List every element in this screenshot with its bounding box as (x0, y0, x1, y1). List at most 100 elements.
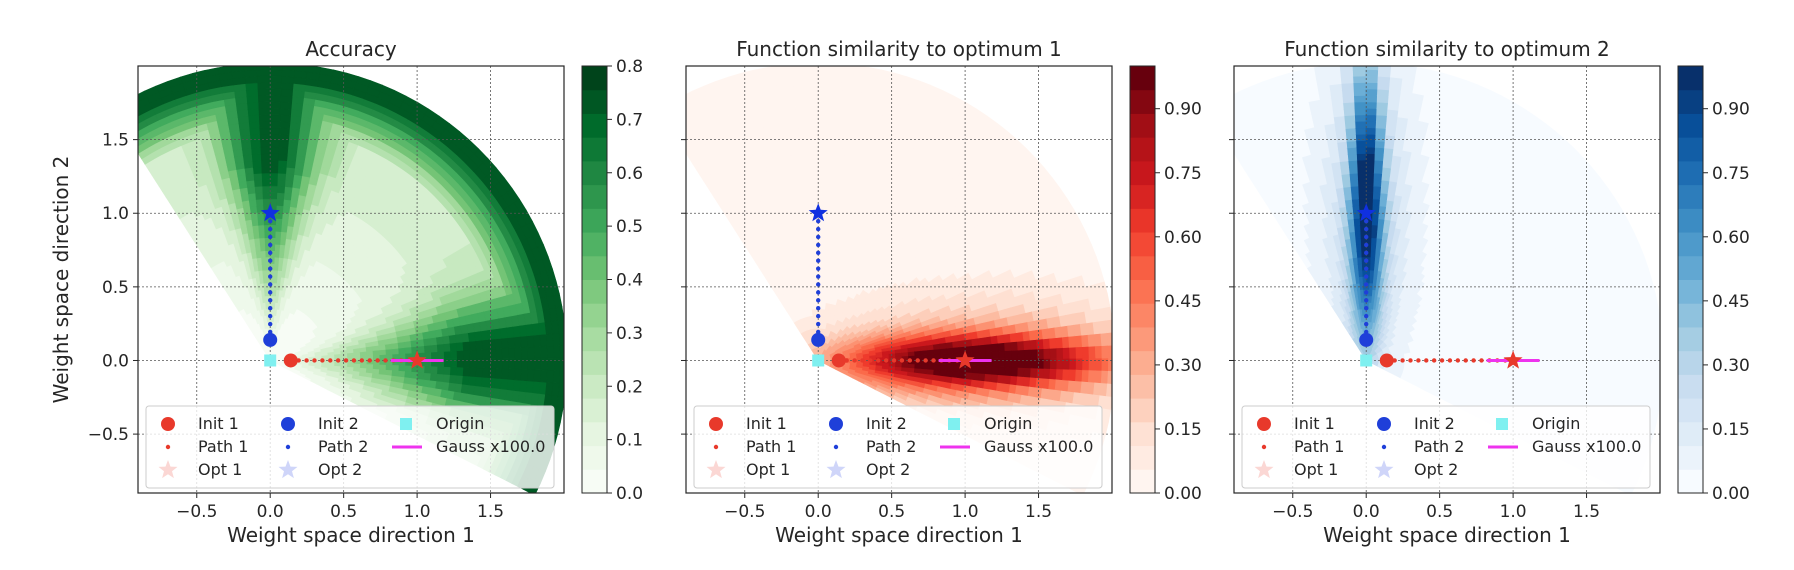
contour-cell (907, 363, 916, 369)
legend-frame (145, 405, 555, 489)
contour-cell (258, 237, 266, 245)
contour-cell (277, 172, 287, 181)
contour-cell (794, 186, 804, 195)
contour-cell (946, 364, 954, 372)
contour-cell (269, 192, 278, 200)
contour-cell (404, 364, 413, 372)
contour-cell (822, 237, 829, 245)
chart-title: Accuracy (305, 37, 396, 61)
contour-cell (138, 119, 149, 132)
contour-cell (435, 335, 444, 345)
contour-cell (933, 348, 941, 355)
contour-cell (278, 140, 289, 149)
contour-cell (272, 289, 277, 297)
contour-cell (280, 82, 294, 91)
contour-cell (821, 269, 827, 278)
contour-cell (495, 348, 503, 359)
path1-point (304, 358, 309, 363)
colorbar-band (582, 326, 607, 352)
contour-cell (245, 95, 259, 104)
contour-cell (1029, 339, 1038, 350)
contour-cell (268, 101, 281, 109)
contour-cell (391, 369, 400, 377)
contour-cell (248, 121, 260, 130)
contour-cell (559, 344, 564, 359)
contour-cell (527, 346, 536, 359)
contour-cell (268, 82, 282, 90)
colorbar-band (582, 350, 607, 375)
contour-cell (365, 367, 374, 374)
contour-cell (481, 339, 490, 350)
contour-cell (533, 346, 542, 359)
contour-cell (274, 230, 282, 239)
contour-cell (254, 192, 263, 200)
contour-cell (825, 153, 836, 162)
contour-cell (809, 192, 818, 200)
contour-cell (817, 159, 827, 168)
contour-cell (1017, 349, 1025, 360)
contour-cell (824, 198, 832, 207)
contour-cell (1003, 374, 1012, 385)
contour-cell (269, 172, 278, 180)
contour-cell (803, 205, 812, 213)
contour-cell (809, 172, 818, 180)
contour-cell (260, 166, 270, 174)
contour-cell (985, 366, 993, 375)
contour-cell (965, 345, 974, 354)
contour-cell (261, 192, 270, 200)
path2-point (268, 321, 273, 327)
contour-cell (972, 365, 980, 374)
path2-point (268, 250, 273, 256)
contour-cell (1030, 348, 1038, 360)
contour-cell (965, 371, 973, 380)
contour-cell (269, 153, 279, 161)
contour-cell (277, 166, 287, 174)
contour-cell (997, 342, 1006, 352)
y-tick-label: 1.5 (102, 131, 129, 151)
contour-cell (268, 114, 281, 122)
contour-cell (802, 185, 811, 194)
contour-cell (284, 173, 295, 182)
contour-cell (971, 344, 980, 353)
path2-point (268, 298, 273, 303)
contour-cell (805, 218, 813, 226)
panel-1: −0.5 0.0 0.5 1.0 1.5−0.50.00.51.01.5Accuracy… (49, 37, 643, 547)
contour-cell (796, 199, 805, 208)
contour-cell (138, 107, 143, 117)
contour-cell (482, 367, 490, 379)
path2-point (268, 306, 273, 311)
contour-cell (508, 358, 516, 370)
contour-cell (807, 146, 818, 155)
contour-cell (513, 336, 522, 349)
contour-cell (282, 205, 291, 214)
opt1-marker (407, 350, 427, 369)
colorbar-band (582, 279, 607, 304)
path2-point (268, 242, 273, 248)
contour-cell (829, 218, 837, 227)
colorbar-tick-label: 0.7 (616, 110, 643, 130)
contour-cell (996, 334, 1005, 344)
contour-cell (990, 373, 999, 383)
contour-cell (825, 172, 835, 181)
contour-cell (261, 185, 270, 193)
contour-cell (392, 364, 400, 371)
path1-point (367, 358, 372, 363)
contour-cell (806, 230, 813, 239)
contour-cell (260, 159, 270, 168)
contour-cell (255, 205, 264, 213)
contour-cell (269, 159, 279, 168)
contour-cell (835, 147, 846, 156)
contour-cell (259, 140, 270, 148)
contour-cell (971, 372, 980, 381)
contour-cell (817, 172, 826, 180)
contour-cell (449, 366, 458, 376)
contour-cell (1011, 349, 1019, 360)
contour-cell (247, 192, 256, 201)
contour-cell (514, 357, 523, 370)
contour-cell (547, 357, 555, 371)
contour-cell (914, 363, 922, 369)
contour-cell (244, 75, 258, 84)
contour-cell (920, 368, 928, 375)
path2-point (268, 282, 273, 287)
contour-cell (1010, 341, 1019, 351)
